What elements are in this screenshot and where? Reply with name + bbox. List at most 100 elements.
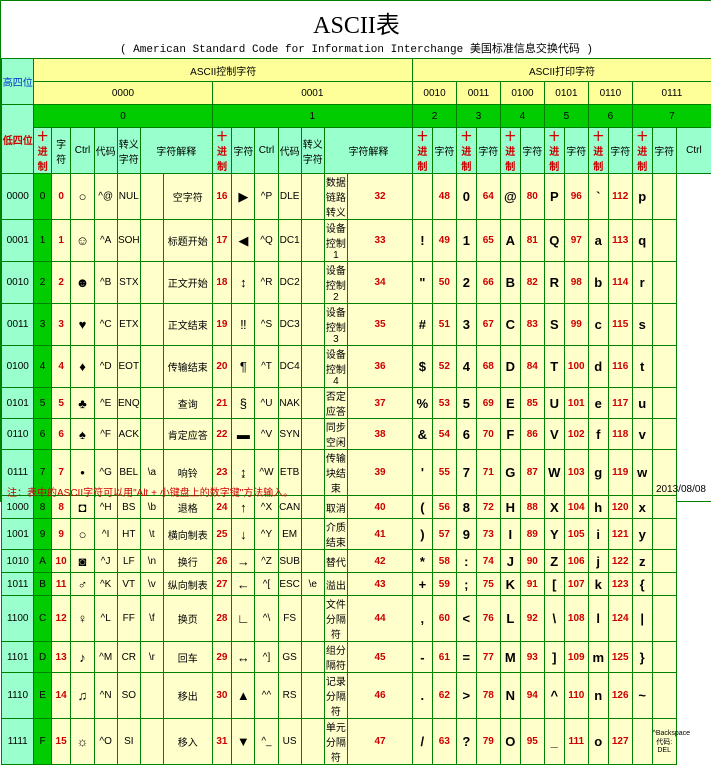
glyph: ♣ xyxy=(71,388,94,419)
hdr-glyph: 字符 xyxy=(520,128,544,174)
glyph: P xyxy=(544,174,564,220)
dec-val: 61 xyxy=(432,642,456,673)
glyph: ▲ xyxy=(232,673,255,719)
glyph: " xyxy=(413,262,433,304)
dec-val: 3 xyxy=(51,304,71,346)
dec-val: 117 xyxy=(608,388,632,419)
dec-val: 12 xyxy=(51,596,71,642)
ctrl-key: ^D xyxy=(94,346,117,388)
glyph: N xyxy=(500,673,520,719)
glyph: p xyxy=(632,174,652,220)
desc: 换行 xyxy=(164,550,213,573)
dec-val: 80 xyxy=(520,174,544,220)
code: SI xyxy=(117,719,140,765)
dec-val: 50 xyxy=(432,262,456,304)
hdr-ctrl: Ctrl xyxy=(255,128,278,174)
table-row: 1111 F15 ☼ ^O SI 移入31 ▼ ^_ US 单元分隔符47 /6… xyxy=(2,719,711,765)
dec-val: 92 xyxy=(520,596,544,642)
glyph: ∟ xyxy=(232,596,255,642)
glyph xyxy=(632,719,652,765)
glyph: ] xyxy=(544,642,564,673)
dec-val: 98 xyxy=(564,262,588,304)
hdr-glyph: 字符 xyxy=(652,128,676,174)
ctrl-key: ^^ xyxy=(255,673,278,719)
desc: 溢出 xyxy=(324,573,347,596)
hdr-glyph: 字符 xyxy=(608,128,632,174)
dec-val: 15 xyxy=(51,719,71,765)
dec-val: 116 xyxy=(608,346,632,388)
glyph xyxy=(413,174,433,220)
glyph: = xyxy=(457,642,477,673)
code: SO xyxy=(117,673,140,719)
glyph: ▶ xyxy=(232,174,255,220)
code: SOH xyxy=(117,220,140,262)
esc xyxy=(301,673,324,719)
dec-val: 32 xyxy=(347,174,412,220)
dec-val: 96 xyxy=(564,174,588,220)
ctrl-note xyxy=(652,262,676,304)
dec-val: 36 xyxy=(347,346,412,388)
esc: \v xyxy=(140,573,163,596)
dec-val: 29 xyxy=(212,642,232,673)
ctrl-note xyxy=(652,550,676,573)
dec-val: 79 xyxy=(476,719,500,765)
code: DC2 xyxy=(278,262,301,304)
desc: 横向制表 xyxy=(164,519,213,550)
ctrl-note xyxy=(652,346,676,388)
glyph: ! xyxy=(413,220,433,262)
glyph: 1 xyxy=(457,220,477,262)
print-group-header: ASCII打印字符 xyxy=(413,59,711,82)
glyph: ` xyxy=(588,174,608,220)
dec-val: 64 xyxy=(476,174,500,220)
glyph: b xyxy=(588,262,608,304)
glyph: # xyxy=(413,304,433,346)
glyph: k xyxy=(588,573,608,596)
dec-val: 124 xyxy=(608,596,632,642)
dec-val: 26 xyxy=(212,550,232,573)
table-row: 0001 11 ☺ ^A SOH 标题开始17 ◀ ^Q DC1 设备控制 13… xyxy=(2,220,711,262)
ctrl-key: ^\ xyxy=(255,596,278,642)
glyph: ~ xyxy=(632,673,652,719)
glyph: I xyxy=(500,519,520,550)
glyph: 6 xyxy=(457,419,477,450)
high-bits-label: 高四位 xyxy=(2,59,34,105)
col-dec-4: 4 xyxy=(500,105,544,128)
glyph: B xyxy=(500,262,520,304)
code: ENQ xyxy=(117,388,140,419)
glyph: ? xyxy=(457,719,477,765)
ctrl-key: ^Q xyxy=(255,220,278,262)
dec-val: 45 xyxy=(347,642,412,673)
code: DC4 xyxy=(278,346,301,388)
glyph: C xyxy=(500,304,520,346)
dec-val: 82 xyxy=(520,262,544,304)
code: ETX xyxy=(117,304,140,346)
dec-val: 28 xyxy=(212,596,232,642)
dec-val: 48 xyxy=(432,174,456,220)
esc xyxy=(140,220,163,262)
glyph: } xyxy=(632,642,652,673)
esc xyxy=(301,642,324,673)
dec-val: 18 xyxy=(212,262,232,304)
dec-val: 13 xyxy=(51,642,71,673)
desc: 正文结束 xyxy=(164,304,213,346)
dec-val: 110 xyxy=(564,673,588,719)
glyph: 5 xyxy=(457,388,477,419)
dec-val: 89 xyxy=(520,519,544,550)
dec-val: 126 xyxy=(608,673,632,719)
ctrl-note xyxy=(652,220,676,262)
dec-val: 100 xyxy=(564,346,588,388)
col-dec-2: 2 xyxy=(413,105,457,128)
dec-val: 99 xyxy=(564,304,588,346)
ctrl-note xyxy=(652,573,676,596)
ctrl-key: ^B xyxy=(94,262,117,304)
glyph: { xyxy=(632,573,652,596)
dec-val: 111 xyxy=(564,719,588,765)
glyph: $ xyxy=(413,346,433,388)
code: US xyxy=(278,719,301,765)
hdr-code: 代码 xyxy=(278,128,301,174)
ctrl-note xyxy=(652,174,676,220)
row-dec: D xyxy=(34,642,51,673)
row-dec: 3 xyxy=(34,304,51,346)
dec-val: 109 xyxy=(564,642,588,673)
dec-val: 81 xyxy=(520,220,544,262)
